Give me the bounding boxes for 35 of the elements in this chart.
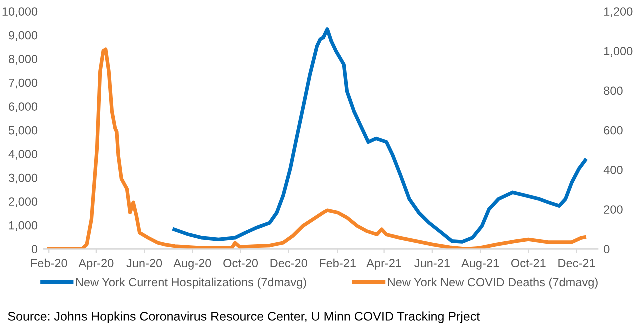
y-tick-label: 6,000 (9, 102, 38, 112)
line-series (47, 48, 586, 250)
y-tick-label: 9,000 (9, 31, 38, 42)
y-tick-label: 10,000 (2, 8, 38, 18)
y2-tick-label: 1,200 (604, 8, 633, 18)
x-tick-label: Jun-21 (414, 259, 450, 268)
y-tick-label: 3,000 (8, 174, 38, 184)
x-tick-label: Aug-21 (462, 259, 499, 270)
y-tick-label: 7,000 (9, 78, 38, 89)
x-tick-label: Oct-20 (224, 259, 258, 268)
legend-label: New York Current Hospitalizations (7dmavg) (76, 278, 306, 289)
x-tick-label: Apr-21 (366, 259, 402, 270)
x-tick-label: Oct-21 (511, 259, 546, 268)
source-note: Source: Johns Hopkins Coronavirus Resource Center, U Minn COVID Tracking Prject (8, 312, 480, 324)
x-tick-label: Jun-20 (126, 259, 162, 268)
y-tick-label: 5,000 (8, 126, 38, 136)
y-tick-label: 8,000 (9, 55, 38, 65)
legend-label: New York New COVID Deaths (7dmavg) (388, 278, 598, 289)
x-tick-label: Feb-20 (31, 258, 68, 268)
y2-tick-label: 600 (604, 126, 623, 135)
x-tick-label: Dec-20 (270, 259, 308, 268)
y-tick-label: 4,000 (8, 150, 38, 160)
x-tick-label: Dec-21 (558, 259, 596, 268)
x-tick-label: Aug-20 (174, 259, 212, 270)
y-tick-label: 0 (32, 245, 38, 254)
x-tick-label: Feb-21 (320, 258, 356, 268)
y-tick-label: 2,000 (9, 198, 38, 208)
x-tick-label: Apr-20 (78, 259, 114, 270)
y2-tick-label: 800 (604, 86, 623, 96)
y2-tick-label: 200 (604, 206, 623, 214)
y2-tick-label: 0 (604, 245, 610, 254)
y2-tick-label: 400 (604, 166, 623, 174)
y2-tick-label: 1,000 (604, 47, 633, 57)
y-tick-label: 1,000 (9, 221, 38, 232)
line-series (172, 28, 588, 244)
